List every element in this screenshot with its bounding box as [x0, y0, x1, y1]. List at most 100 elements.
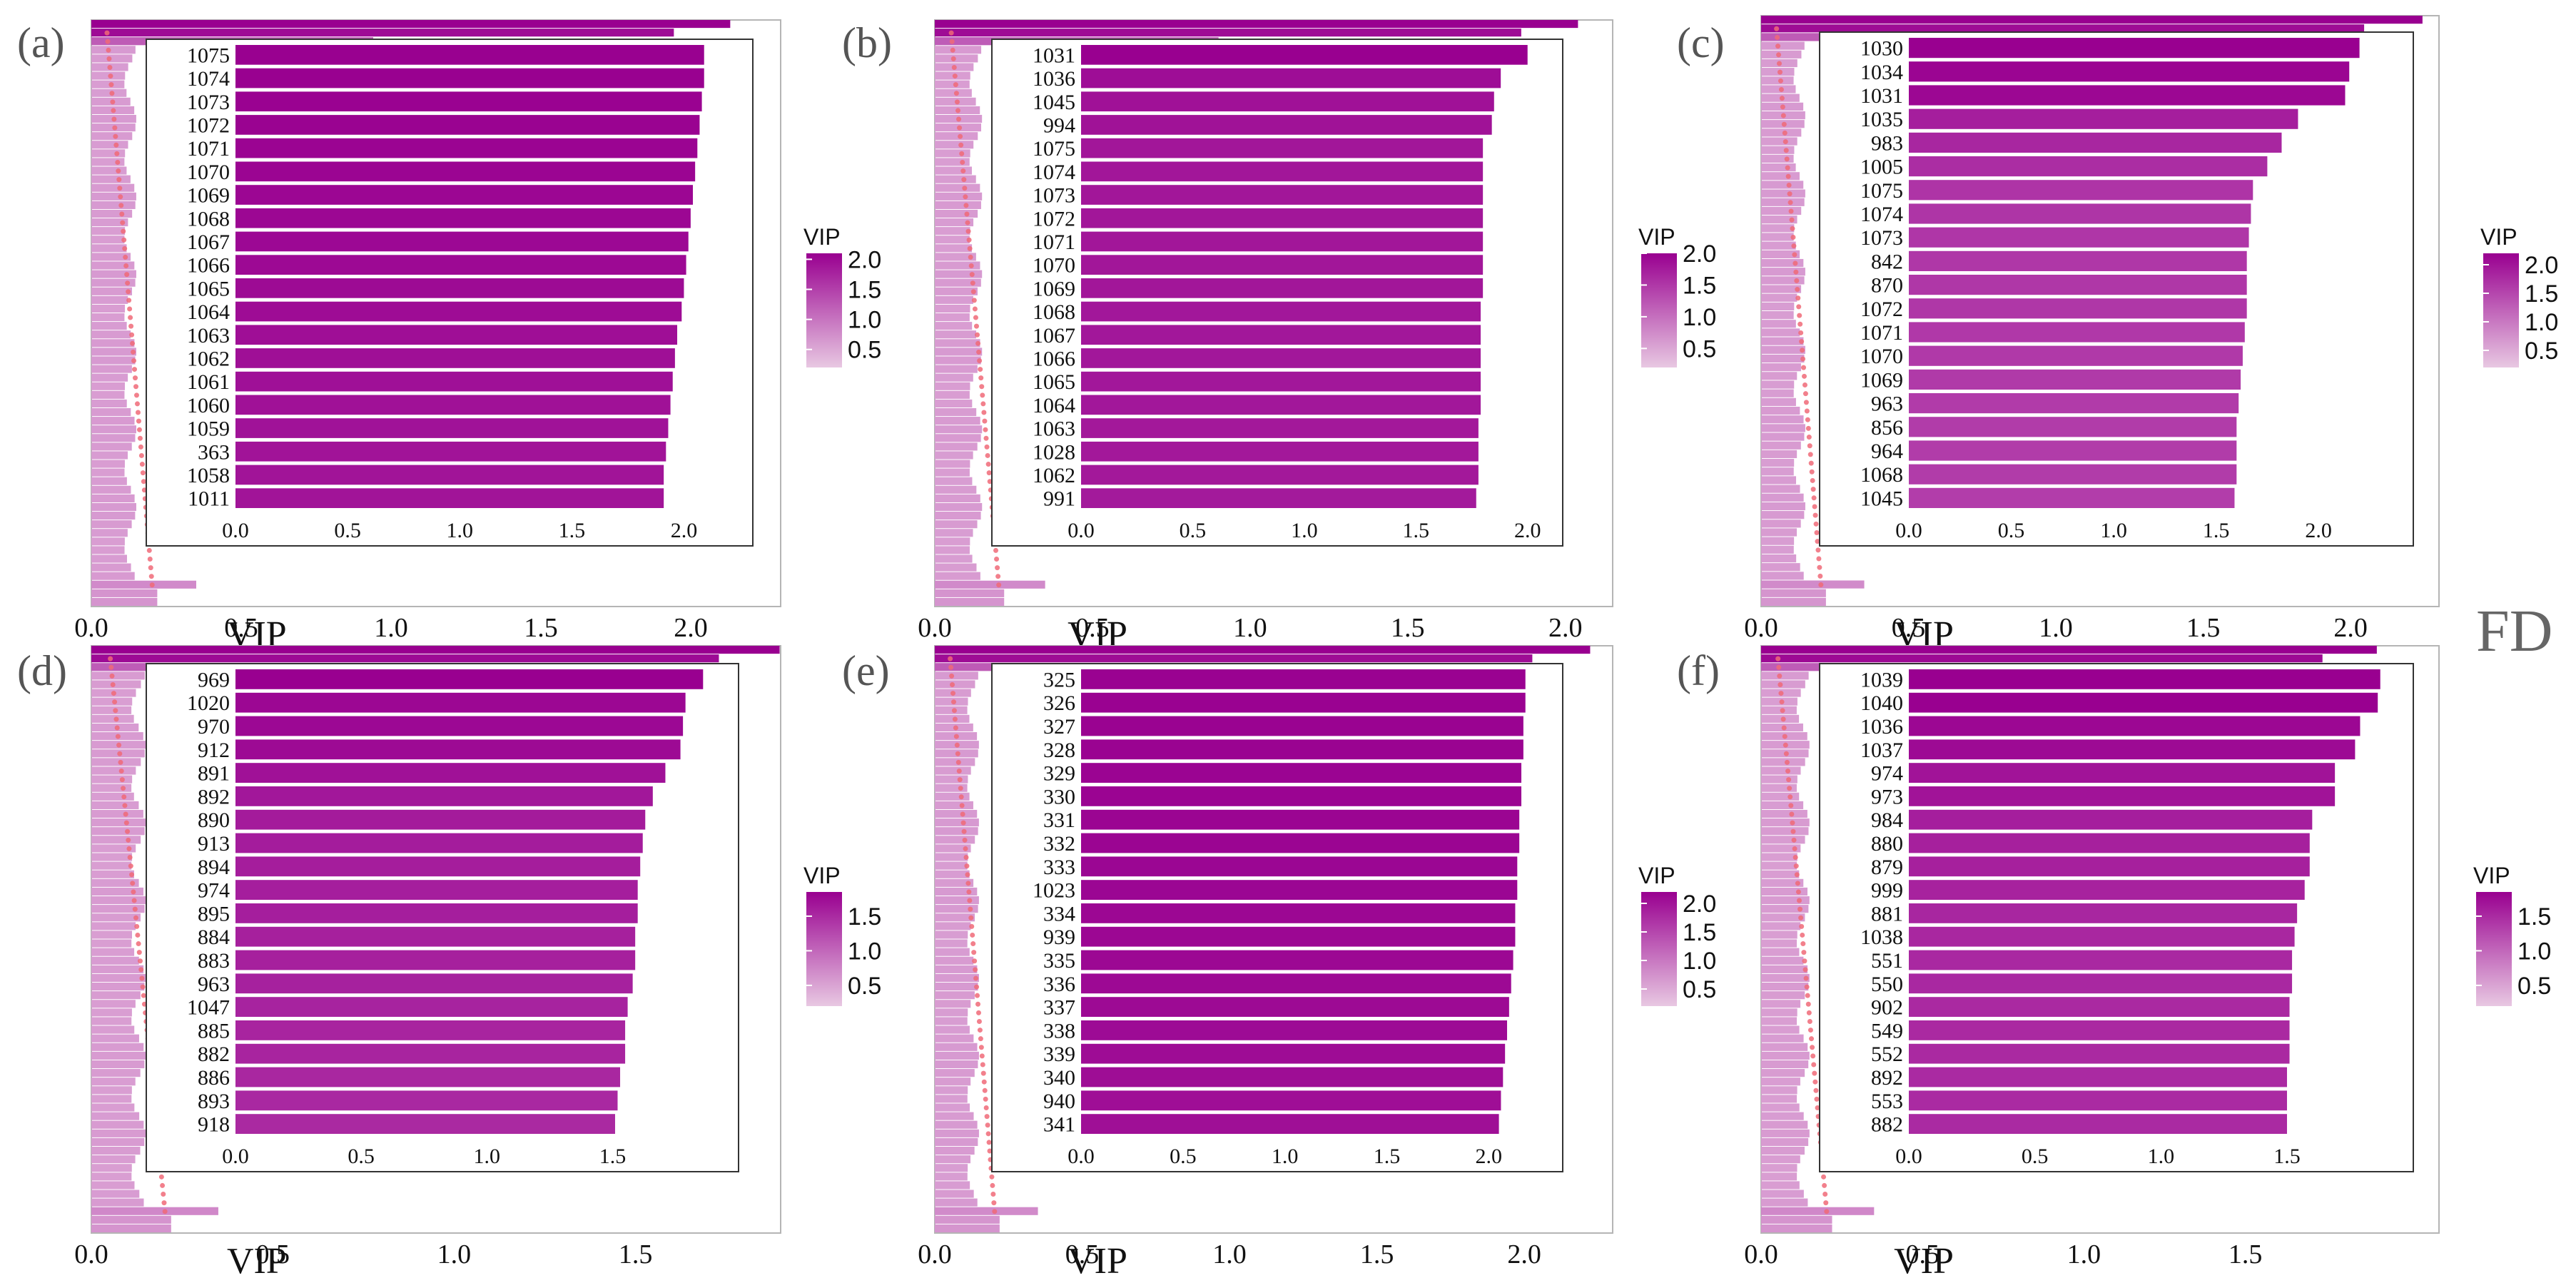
reference-dot: [957, 777, 963, 783]
reference-dot: [951, 64, 957, 70]
category-label: 913: [198, 832, 230, 856]
reference-dot: [106, 47, 111, 53]
bar: [1081, 926, 1516, 947]
reference-dot: [1810, 1045, 1815, 1050]
background-bar: [1761, 41, 1805, 50]
category-label: 328: [1043, 739, 1075, 762]
category-label: 1034: [1860, 61, 1903, 84]
background-bar: [935, 853, 968, 861]
bar: [1909, 156, 2268, 177]
outer-x-tick-label: 1.5: [2228, 1239, 2263, 1269]
reference-dot: [161, 1200, 167, 1206]
background-bar: [1761, 861, 1797, 870]
reference-dot: [127, 306, 133, 312]
legend-tick-label: 1.5: [848, 903, 881, 930]
background-bar: [1761, 1215, 1832, 1224]
reference-dot: [1792, 855, 1798, 861]
reference-dot: [134, 401, 140, 407]
background-bar: [91, 434, 136, 442]
reference-dot: [160, 1182, 166, 1188]
reference-dot: [1779, 699, 1785, 705]
background-bar: [91, 758, 141, 766]
background-bar: [1761, 896, 1810, 905]
reference-dot: [1822, 1192, 1828, 1197]
reference-dot: [1778, 681, 1783, 687]
bar: [1081, 45, 1528, 65]
background-bar: [91, 783, 132, 792]
reference-dot: [1778, 78, 1783, 83]
reference-dot: [1805, 1001, 1811, 1007]
background-bar: [935, 1112, 974, 1120]
bar: [235, 926, 636, 947]
category-label: 331: [1043, 808, 1075, 832]
background-bar: [1761, 836, 1805, 844]
background-reference-dots: [948, 30, 1002, 588]
inset-x-tick-label: 0.5: [1998, 519, 2025, 542]
category-label: 1066: [1033, 347, 1075, 370]
background-bar: [91, 861, 132, 870]
reference-dot: [953, 91, 959, 96]
background-bar: [1761, 783, 1797, 792]
reference-dot: [1814, 1096, 1820, 1102]
background-bar: [91, 287, 133, 295]
background-bar: [91, 1095, 132, 1103]
reference-dot: [109, 673, 115, 679]
reference-dot: [126, 837, 131, 843]
background-bar: [91, 502, 136, 512]
outer-x-tick-label: 0.0: [74, 1239, 108, 1269]
legend-tick-label: 1.0: [2517, 938, 2551, 965]
category-label: 334: [1043, 902, 1075, 925]
category-label: 970: [198, 715, 230, 739]
background-bar: [1761, 363, 1801, 372]
background-bar: [91, 714, 134, 723]
legend-tick-label: 1.5: [1683, 272, 1716, 299]
reference-dot: [949, 673, 955, 679]
background-bar: [1761, 1069, 1805, 1077]
outer-x-tick-label: 0.0: [918, 1239, 952, 1269]
reference-dot: [955, 751, 960, 756]
color-legend: VIP 2.01.51.00.5: [1638, 863, 1716, 1006]
reference-dot: [958, 786, 963, 791]
reference-dot: [970, 932, 975, 938]
background-bar: [935, 407, 977, 417]
reference-dot: [979, 384, 985, 390]
outer-x-tick-label: 0.0: [74, 613, 108, 643]
background-bar: [1761, 424, 1805, 432]
reference-dot: [121, 794, 127, 800]
category-label: 549: [1871, 1019, 1903, 1043]
background-bar: [1761, 528, 1797, 537]
background-bar: [1761, 1000, 1801, 1008]
reference-dot: [978, 367, 983, 372]
reference-dot: [990, 1182, 995, 1188]
background-bar: [935, 442, 978, 451]
reference-dot: [952, 716, 958, 722]
reference-dot: [973, 315, 978, 320]
background-bar: [935, 572, 980, 580]
reference-dot: [962, 837, 968, 843]
reference-dot: [149, 582, 155, 588]
background-bar: [91, 529, 128, 537]
category-label: 994: [1043, 113, 1075, 137]
bar: [1909, 85, 2346, 106]
background-bar: [91, 88, 127, 97]
background-bar: [935, 390, 970, 399]
reference-dot: [1776, 664, 1782, 670]
background-bar: [91, 460, 125, 468]
reference-dot: [118, 768, 124, 774]
background-bar: [1761, 389, 1794, 397]
bar: [235, 833, 643, 853]
reference-dot: [124, 272, 130, 278]
reference-dot: [161, 1192, 166, 1197]
background-bar: [91, 442, 132, 451]
background-bar: [935, 494, 980, 502]
category-label: 1045: [1860, 487, 1903, 510]
background-bar: [1761, 354, 1805, 363]
bar: [1081, 441, 1479, 462]
bar: [235, 716, 684, 736]
background-bar: [1761, 597, 1826, 607]
background-bar: [935, 546, 970, 554]
background-bar: [91, 1051, 146, 1060]
panel-label: (a): [17, 19, 65, 66]
category-label: 1040: [1860, 691, 1903, 715]
background-bar: [91, 597, 158, 607]
